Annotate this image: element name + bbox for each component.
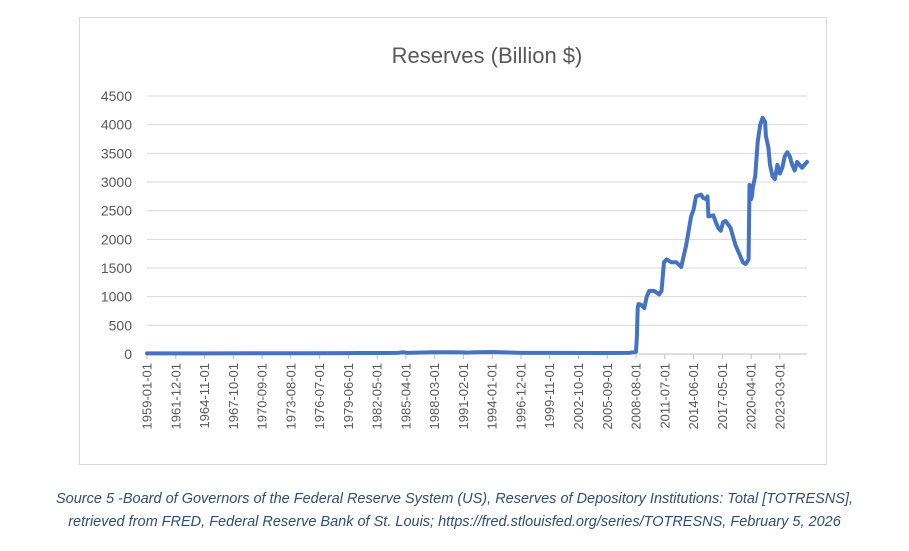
x-tick-label: 1970-09-01 (255, 363, 270, 430)
y-axis-tick-labels: 0 500 1000 1500 2000 2500 3000 3500 4000 4500 (101, 88, 132, 362)
x-tick-label: 2017-05-01 (715, 363, 730, 430)
x-tick-label: 2011-07-01 (657, 363, 672, 429)
y-tick-label: 500 (109, 317, 133, 333)
x-tick-label: 1967-10-01 (226, 363, 241, 430)
x-tick-label: 2002-10-01 (571, 363, 586, 430)
y-tick-label: 4000 (101, 117, 132, 133)
x-tick-label: 1964-11-01 (197, 363, 212, 429)
chart-frame: Reserves (Billion $) 0 500 1000 1500 2000 250… (79, 17, 827, 465)
gridlines (147, 95, 807, 326)
x-tick-label: 1979-06-01 (341, 363, 356, 430)
x-tick-label: 1996-12-01 (513, 363, 528, 430)
x-tick-label: 2020-04-01 (744, 363, 759, 430)
x-tick-label: 1959-01-01 (140, 363, 155, 430)
y-tick-label: 0 (124, 346, 132, 362)
x-tick-label: 2008-08-01 (629, 363, 644, 430)
caption-line-1: Source 5 -Board of Governors of the Fede… (55, 491, 853, 507)
series-layer (145, 115, 809, 356)
y-tick-label: 2500 (101, 203, 132, 219)
source-caption: Source 5 -Board of Governors of the Fede… (0, 488, 909, 534)
x-tick-label: 1988-03-01 (427, 363, 442, 430)
y-tick-label: 2000 (101, 231, 132, 247)
x-tick-label: 1982-05-01 (370, 363, 385, 430)
x-tick-label: 1973-08-01 (283, 363, 298, 430)
x-tick-label: 2014-06-01 (686, 363, 701, 430)
x-tick-label: 1999-11-01 (542, 363, 557, 429)
x-tick-label: 1991-02-01 (456, 363, 471, 430)
y-tick-label: 3500 (101, 145, 132, 161)
y-tick-label: 4500 (101, 88, 132, 104)
x-axis: 1959-01-01 1961-12-01 1964-11-01 1967-10-01… (140, 353, 807, 430)
x-tick-label: 2005-09-01 (600, 363, 615, 430)
x-tick-label: 1961-12-01 (168, 363, 183, 430)
reserves-line-chart: Reserves (Billion $) 0 500 1000 1500 2000 250… (101, 43, 809, 430)
x-tick-label: 2023-03-01 (772, 363, 787, 430)
x-tick-label: 1985-04-01 (398, 363, 413, 430)
caption-line-2: retrieved from FRED, Federal Reserve Ban… (68, 514, 841, 530)
x-tick-label: 1994-01-01 (485, 363, 500, 430)
y-tick-label: 3000 (101, 174, 132, 190)
y-tick-label: 1500 (101, 260, 132, 276)
x-tick-label: 1976-07-01 (312, 363, 327, 430)
chart-title: Reserves (Billion $) (392, 43, 583, 68)
y-tick-label: 1000 (101, 289, 132, 305)
series-line-0 (145, 115, 809, 356)
